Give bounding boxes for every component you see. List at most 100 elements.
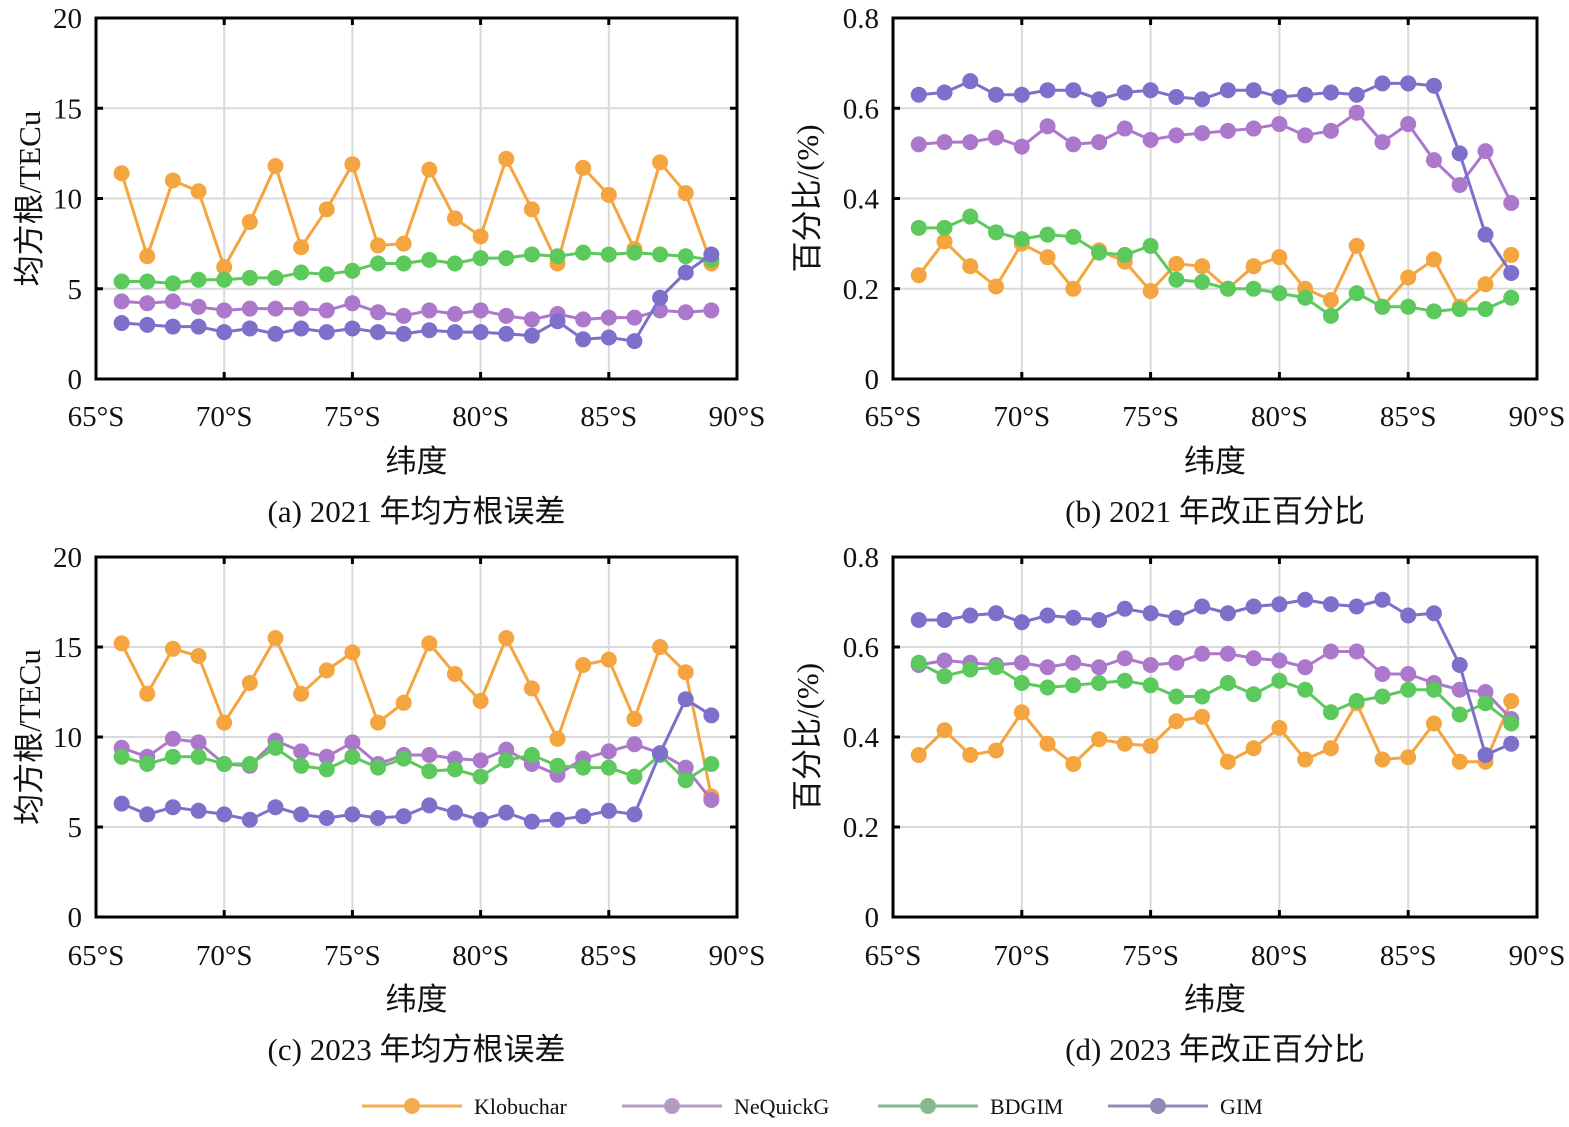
legend-marker [920, 1098, 936, 1114]
data-point-nequickg [1425, 152, 1442, 169]
series-gim [113, 691, 720, 830]
data-point-nequickg [1451, 176, 1468, 193]
data-point-gim [164, 318, 181, 335]
data-point-bdgim [395, 255, 412, 272]
legend-label: BDGIM [990, 1094, 1063, 1119]
data-point-nequickg [318, 748, 335, 765]
data-point-gim [113, 315, 130, 332]
data-point-klobuchar [626, 711, 643, 727]
data-point-gim [472, 811, 489, 828]
data-point-gim [1503, 264, 1520, 281]
series-line-klobuchar [917, 700, 1513, 766]
data-point-bdgim [1451, 301, 1468, 318]
data-point-klobuchar [1400, 269, 1417, 286]
data-point-bdgim [1013, 675, 1030, 691]
data-point-klobuchar [1451, 753, 1468, 770]
data-point-bdgim [1039, 679, 1056, 696]
legend: Klobuchar NeQuickG BDGIM GIM [362, 1094, 1263, 1119]
series-nequickg [113, 293, 720, 328]
data-point-klobuchar [421, 161, 438, 178]
x-tick-label: 75°S [324, 401, 381, 433]
y-tick-label: 0 [865, 364, 880, 396]
data-point-gim [549, 313, 566, 330]
data-point-bdgim [1065, 677, 1082, 694]
chart-panel-d: 65°S 70°S 75°S 80°S 85°S 90°S 0 0.2 0.4 0.6 0.8 百分比… [790, 542, 1565, 1067]
data-point-gim [344, 806, 361, 823]
x-tick-label: 85°S [1380, 940, 1437, 972]
data-point-klobuchar [1245, 258, 1262, 275]
data-point-klobuchar [344, 156, 361, 173]
series-gim [113, 246, 720, 350]
data-point-bdgim [523, 246, 540, 263]
data-point-bdgim [910, 219, 927, 236]
data-point-nequickg [472, 752, 489, 769]
data-point-bdgim [549, 757, 566, 774]
x-tick-label: 90°S [709, 940, 766, 972]
data-point-bdgim [1219, 675, 1236, 691]
data-point-bdgim [421, 251, 438, 268]
data-point-nequickg [626, 736, 643, 753]
data-point-klobuchar [318, 662, 335, 679]
data-point-gim [1451, 657, 1468, 673]
data-point-gim [1271, 88, 1288, 105]
data-point-nequickg [1116, 650, 1133, 667]
data-point-nequickg [1297, 659, 1314, 676]
x-tick-label: 65°S [68, 401, 125, 433]
data-point-gim [677, 264, 694, 281]
data-point-bdgim [677, 248, 694, 265]
data-point-klobuchar [370, 714, 387, 731]
data-point-bdgim [164, 275, 181, 292]
series-line-klobuchar [120, 157, 713, 269]
data-point-bdgim [1451, 706, 1468, 723]
data-point-bdgim [293, 757, 310, 774]
data-point-gim [1116, 84, 1133, 101]
legend-label: GIM [1220, 1094, 1263, 1119]
data-point-gim [293, 806, 310, 823]
data-point-nequickg [962, 134, 979, 151]
data-point-klobuchar [1065, 756, 1082, 772]
data-point-nequickg [1013, 138, 1030, 155]
data-point-nequickg [446, 306, 463, 323]
data-point-gim [910, 612, 927, 628]
chart-caption: (a) 2021 年均方根误差 [268, 494, 566, 529]
data-point-bdgim [936, 219, 953, 236]
data-point-nequickg [1348, 104, 1365, 121]
data-point-bdgim [267, 739, 284, 756]
data-point-klobuchar [1503, 246, 1520, 263]
data-point-klobuchar [1503, 693, 1520, 709]
series-line-nequickg [918, 650, 1513, 721]
series-bdgim [113, 739, 720, 789]
chart-caption: (d) 2023 年改正百分比 [1065, 1032, 1365, 1067]
series-line-nequickg [918, 111, 1513, 204]
data-point-bdgim [1374, 688, 1391, 705]
x-tick-label: 80°S [1251, 940, 1308, 972]
x-axis-label: 纬度 [1184, 982, 1246, 1017]
data-point-nequickg [1451, 681, 1468, 698]
data-point-gim [988, 605, 1005, 622]
data-point-bdgim [241, 756, 258, 772]
data-point-bdgim [703, 756, 720, 772]
data-point-gim [472, 324, 489, 341]
data-point-bdgim [1322, 704, 1339, 721]
data-point-nequickg [1039, 118, 1056, 135]
data-point-klobuchar [1039, 735, 1056, 752]
data-point-klobuchar [1065, 280, 1082, 297]
series-klobuchar [910, 693, 1520, 772]
data-point-bdgim [1348, 693, 1365, 709]
data-point-bdgim [1297, 289, 1314, 306]
data-point-klobuchar [1245, 740, 1262, 757]
chart-caption: (c) 2023 年均方根误差 [268, 1032, 566, 1067]
data-point-nequickg [1142, 131, 1159, 148]
chart-panel-c: 65°S 70°S 75°S 80°S 85°S 90°S 0 5 10 15 20 均方根/TECu… [12, 542, 765, 1067]
y-tick-label: 5 [68, 812, 83, 844]
chart-caption: (b) 2021 年改正百分比 [1065, 494, 1365, 529]
data-point-gim [241, 320, 258, 337]
data-point-bdgim [988, 659, 1005, 676]
data-point-nequickg [1194, 125, 1211, 142]
data-point-klobuchar [113, 635, 130, 652]
data-point-bdgim [1194, 273, 1211, 290]
data-point-gim [936, 612, 953, 628]
data-point-gim [626, 806, 643, 823]
data-point-klobuchar [1374, 751, 1391, 768]
legend-marker [664, 1098, 680, 1114]
